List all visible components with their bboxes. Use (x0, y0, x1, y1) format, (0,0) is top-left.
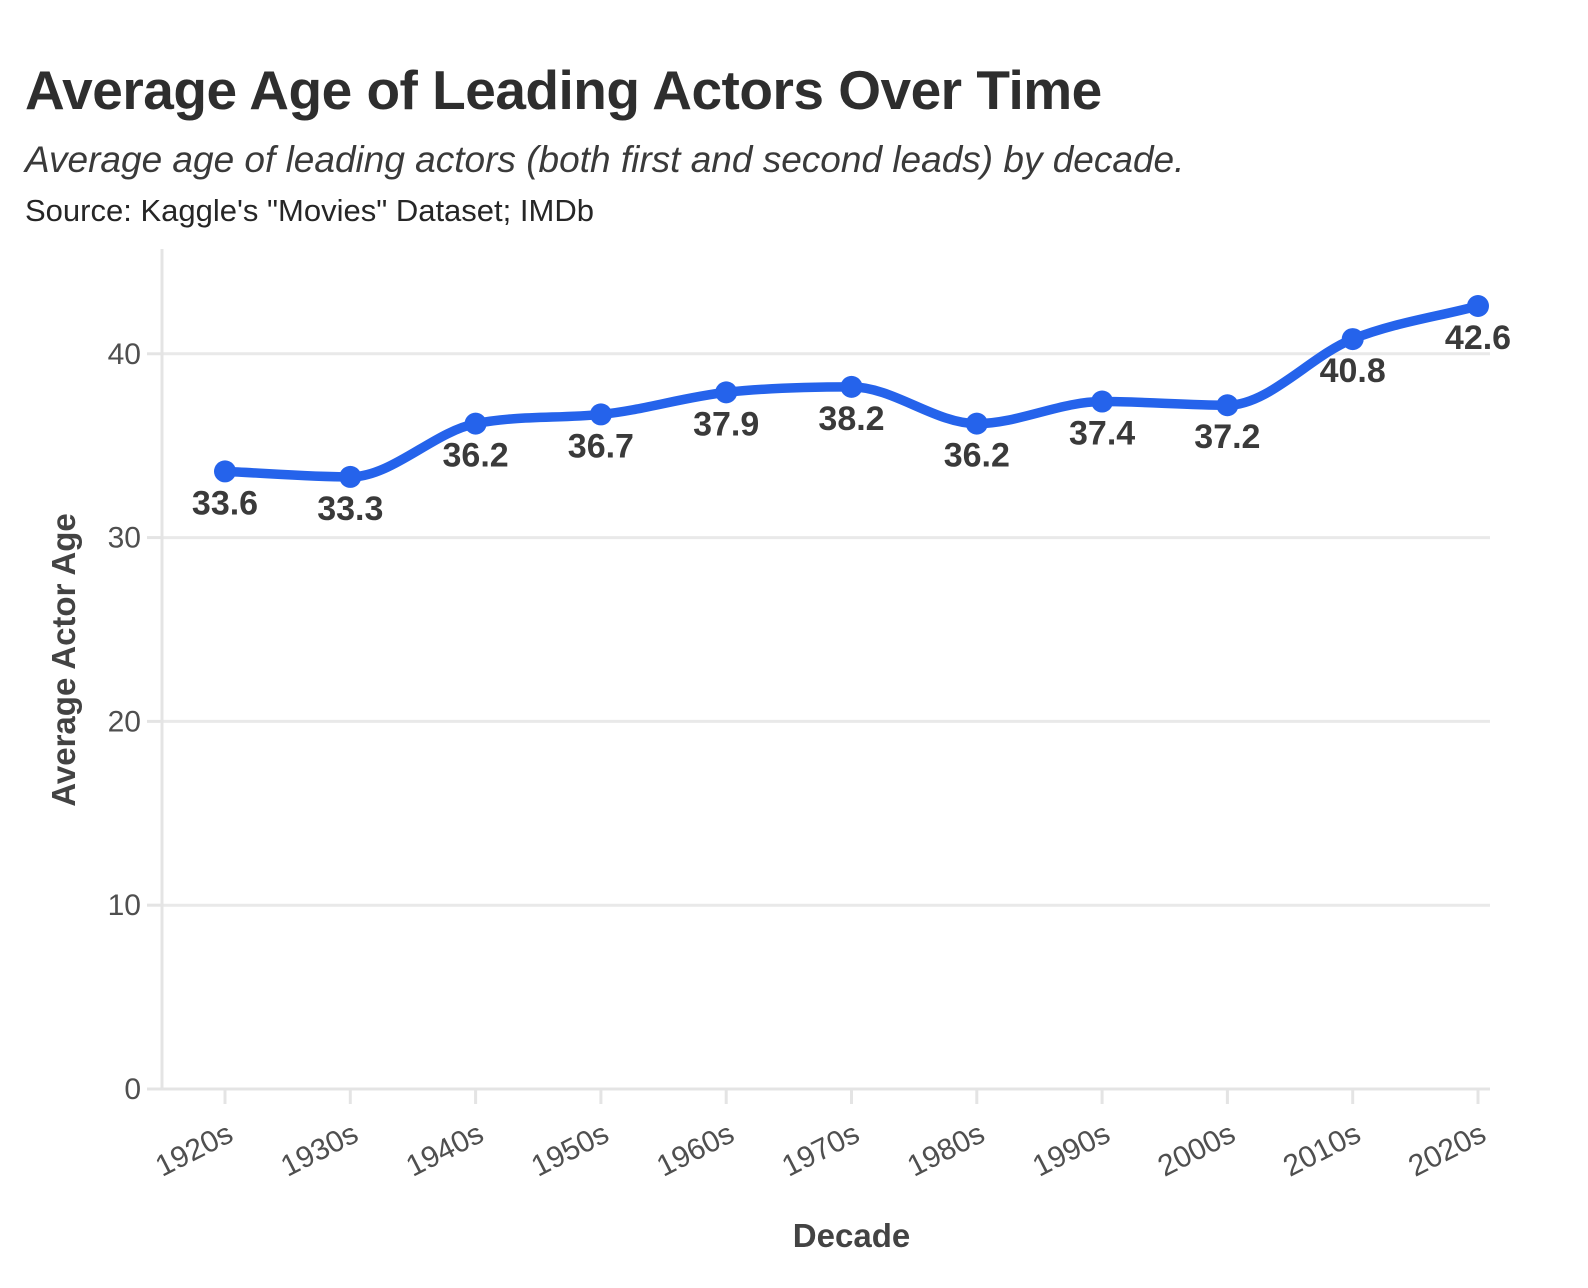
data-label: 36.2 (944, 437, 1010, 475)
chart-title: Average Age of Leading Actors Over Time (25, 58, 1102, 121)
y-tick-label: 30 (108, 522, 141, 555)
x-tick-label: 1920s (150, 1117, 238, 1184)
data-point (1216, 394, 1239, 417)
y-axis-title: Average Actor Age (45, 513, 82, 806)
data-label: 37.4 (1069, 415, 1135, 453)
data-point (339, 465, 362, 488)
data-label: 33.6 (192, 484, 258, 522)
x-tick-label: 1930s (276, 1117, 364, 1184)
x-tick-label: 1960s (652, 1117, 740, 1184)
x-tick-label: 2000s (1153, 1117, 1241, 1184)
data-label: 37.2 (1194, 418, 1260, 456)
y-tick-label: 10 (108, 889, 141, 922)
data-point (1091, 390, 1114, 413)
data-point (840, 375, 863, 398)
data-label: 36.7 (568, 427, 634, 465)
x-tick-label: 1940s (401, 1117, 489, 1184)
x-tick-label: 2020s (1403, 1117, 1491, 1184)
data-label: 38.2 (818, 400, 884, 438)
data-point (965, 412, 988, 435)
data-point (464, 412, 487, 435)
data-label: 40.8 (1320, 352, 1386, 390)
data-label: 37.9 (693, 405, 759, 443)
data-point (214, 460, 236, 483)
x-tick-label: 1950s (526, 1117, 614, 1184)
x-tick-label: 1980s (902, 1117, 990, 1184)
data-label: 36.2 (443, 437, 509, 475)
x-tick-label: 1970s (777, 1117, 865, 1184)
chart-subtitle: Average age of leading actors (both firs… (25, 139, 1185, 180)
x-tick-label: 1990s (1027, 1117, 1115, 1184)
chart-source: Source: Kaggle's "Movies" Dataset; IMDb (25, 193, 594, 228)
y-tick-label: 20 (108, 705, 141, 738)
data-point (589, 403, 612, 426)
data-label: 42.6 (1445, 319, 1511, 357)
data-point (715, 381, 738, 404)
data-point (1341, 328, 1364, 351)
y-tick-label: 40 (108, 338, 141, 371)
data-label: 33.3 (317, 490, 383, 528)
data-point (1467, 294, 1489, 317)
y-tick-label: 0 (124, 1073, 141, 1106)
x-tick-label: 2010s (1278, 1117, 1366, 1184)
x-axis-title: Decade (793, 1217, 910, 1254)
